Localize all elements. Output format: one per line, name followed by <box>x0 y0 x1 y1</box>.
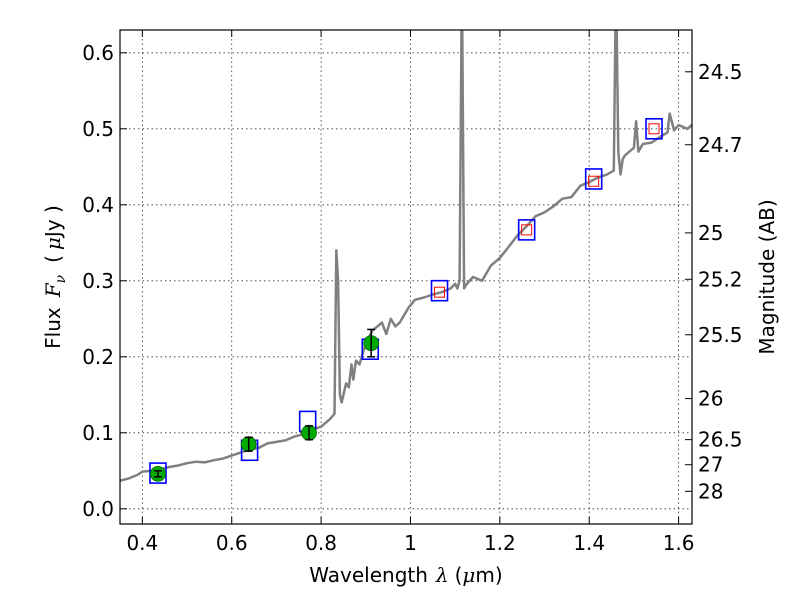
model-photometry-marker <box>517 219 536 241</box>
y-tick-label: 0.2 <box>82 345 114 369</box>
x-tick-label: 1 <box>404 531 417 555</box>
x-axis-label: Wavelength λ (μm) <box>309 563 502 587</box>
x-tick-label: 0.6 <box>216 531 248 555</box>
x-axis-unit-mu: μ <box>462 563 475 587</box>
mag-tick-label: 25.5 <box>698 323 743 347</box>
model-photometry-marker <box>645 118 663 140</box>
mag-tick-label: 26.5 <box>698 428 743 452</box>
mag-tick-label: 28 <box>698 479 723 503</box>
mag-tick-label: 27 <box>698 453 723 477</box>
x-tick-label: 0.8 <box>305 531 337 555</box>
x-axis-unit-rest: m) <box>475 563 502 587</box>
y-axis-label-text: Flux <box>41 307 65 349</box>
y-tick-label: 0.4 <box>82 193 114 217</box>
x-tick-label: 0.4 <box>126 531 158 555</box>
x-axis-label-text: Wavelength <box>309 563 428 587</box>
y-tick-label: 0.6 <box>82 41 114 65</box>
y-axis-subscript: ν <box>53 274 69 283</box>
y-axis-label: Flux Fν ( μJy ) <box>41 205 69 349</box>
model-photometry-marker <box>149 462 167 484</box>
model-spectrum-line <box>120 30 692 482</box>
model-photometry-marker <box>430 279 449 302</box>
model-photometry-marker <box>584 168 603 190</box>
y-tick-label: 0.0 <box>82 497 114 521</box>
y2-axis-label: Magnitude (AB) <box>755 199 779 354</box>
mag-tick-label: 25 <box>698 221 723 245</box>
x-tick-label: 1.6 <box>663 531 695 555</box>
mag-tick-label: 26 <box>698 387 723 411</box>
x-tick-label: 1.4 <box>573 531 605 555</box>
plot-frame <box>119 29 693 525</box>
upper-limit-marker <box>434 286 446 298</box>
x-axis-lambda: λ <box>435 563 449 587</box>
y-tick-label: 0.5 <box>82 117 114 141</box>
y-axis-unit-mu: μ <box>41 237 65 250</box>
plot-series <box>120 30 692 484</box>
x-axis-unit-open: ( <box>455 563 463 587</box>
y-tick-label: 0.1 <box>82 421 114 445</box>
y-tick-label: 0.3 <box>82 269 114 293</box>
mag-tick-label: 24.7 <box>698 133 743 157</box>
upper-limit-marker <box>588 175 600 187</box>
mag-tick-label: 25.2 <box>698 267 743 291</box>
y-axis-unit-rest: Jy ) <box>41 205 65 239</box>
upper-limit-marker <box>521 224 533 236</box>
upper-limit-marker <box>648 123 660 135</box>
y-axis-symbol: F <box>41 282 65 298</box>
axis-ticks: 0.4 0.6 0.8 1 1.2 1.4 1.6 0.0 0.1 0.2 0.3 0.4 0.5 0.6… <box>82 30 743 555</box>
x-tick-label: 1.2 <box>484 531 516 555</box>
grid-lines <box>120 30 692 524</box>
y-axis-unit-open: ( <box>41 255 65 263</box>
mag-tick-label: 24.5 <box>698 60 743 84</box>
